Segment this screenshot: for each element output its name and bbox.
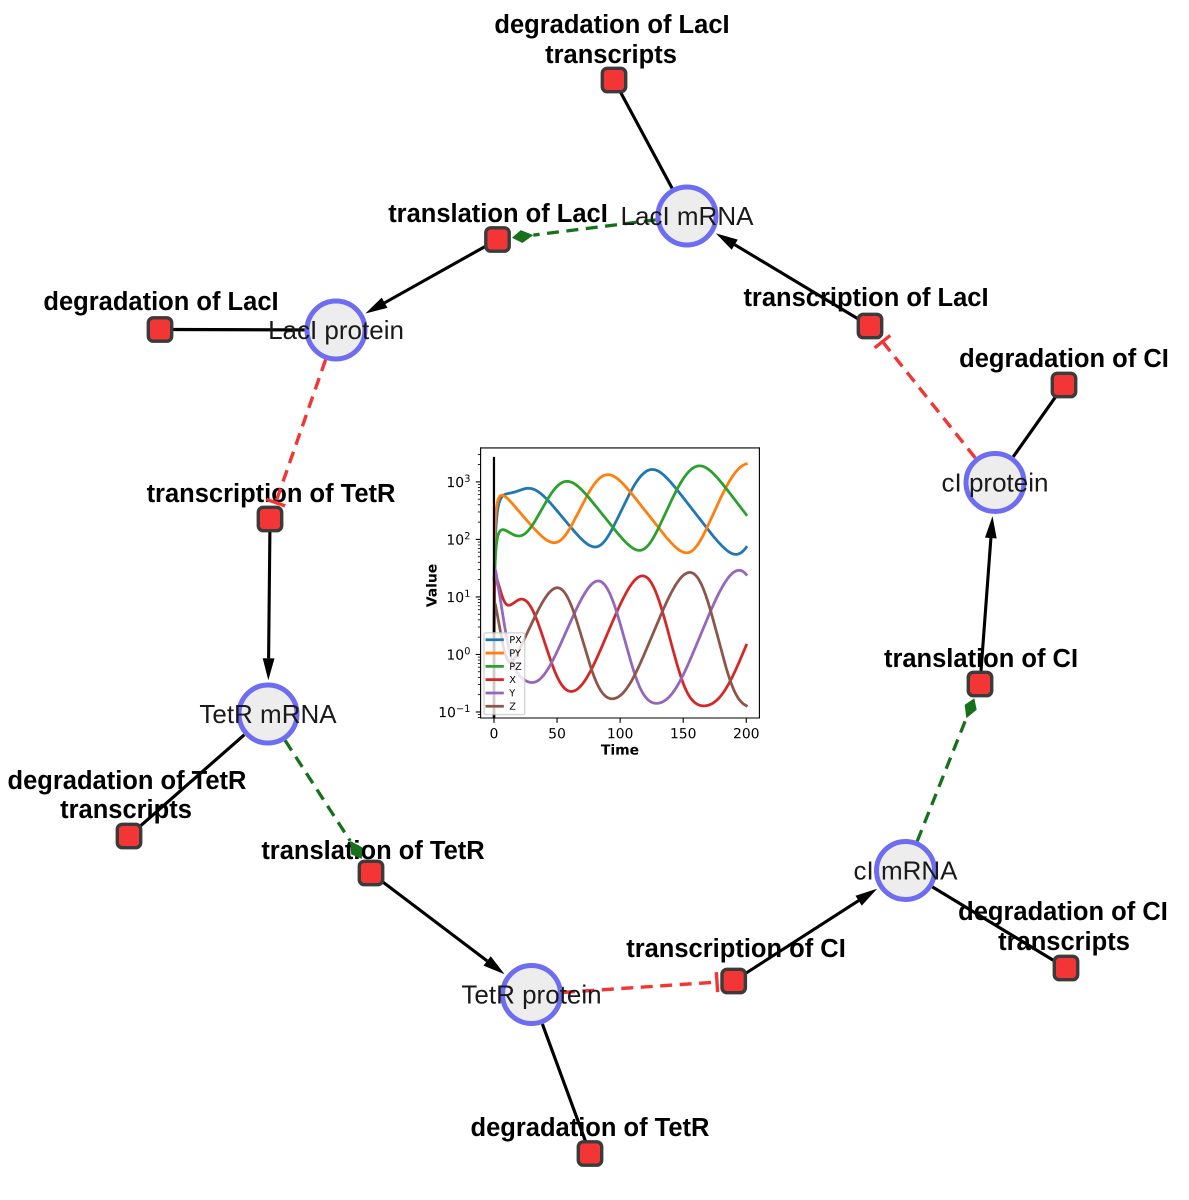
svg-text:degradation of LacI: degradation of LacI	[43, 288, 278, 316]
svg-text:transcription of CI: transcription of CI	[626, 935, 846, 963]
svg-text:TetR mRNA: TetR mRNA	[199, 699, 337, 729]
svg-text:transcripts: transcripts	[545, 41, 677, 69]
svg-text:transcription of TetR: transcription of TetR	[147, 480, 396, 508]
svg-text:degradation of LacI: degradation of LacI	[494, 11, 729, 39]
svg-text:degradation of TetR: degradation of TetR	[471, 1114, 710, 1142]
svg-text:degradation of CI: degradation of CI	[958, 898, 1168, 926]
svg-text:transcription of LacI: transcription of LacI	[743, 284, 988, 312]
svg-text:LacI mRNA: LacI mRNA	[621, 201, 755, 231]
svg-text:transcripts: transcripts	[998, 928, 1130, 956]
svg-text:translation of LacI: translation of LacI	[388, 200, 608, 228]
svg-text:LacI protein: LacI protein	[268, 315, 404, 345]
svg-text:degradation of TetR: degradation of TetR	[8, 767, 247, 795]
svg-text:cI protein: cI protein	[942, 468, 1049, 498]
svg-text:degradation of CI: degradation of CI	[959, 345, 1169, 373]
svg-text:TetR protein: TetR protein	[461, 980, 601, 1010]
svg-text:cI mRNA: cI mRNA	[854, 856, 959, 886]
